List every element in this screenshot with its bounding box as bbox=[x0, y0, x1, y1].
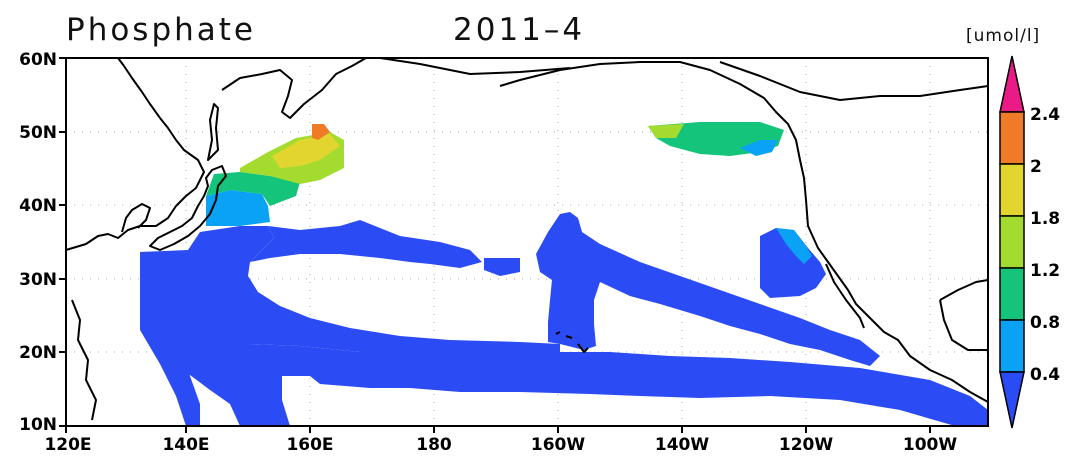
x-tick-label: 120W bbox=[779, 435, 833, 455]
map-date: 2011–4 bbox=[453, 12, 586, 48]
data-region-islands-block bbox=[484, 258, 520, 276]
colorbar-segment bbox=[999, 215, 1025, 269]
phosphate-field bbox=[140, 122, 988, 426]
data-region-mid-band bbox=[250, 220, 482, 268]
map-frame bbox=[65, 57, 989, 427]
y-tick-label: 50N bbox=[19, 123, 57, 143]
y-tick-label: 20N bbox=[19, 343, 57, 363]
colorbar-label: 0.8 bbox=[1030, 313, 1060, 333]
data-region-west bbox=[140, 226, 560, 426]
data-region-south-band bbox=[180, 344, 988, 426]
y-tick-label: 40N bbox=[19, 196, 57, 216]
data-region-kuril-yellow bbox=[272, 134, 340, 168]
y-axis: 10N 20N 30N 40N 50N 60N bbox=[19, 50, 66, 435]
colorbar-segment bbox=[999, 111, 1025, 165]
x-tick-label: 100W bbox=[903, 435, 957, 455]
data-region-alaska-blue bbox=[740, 140, 778, 156]
map-title: Phosphate bbox=[66, 12, 257, 48]
x-tick-label: 140E bbox=[162, 435, 209, 455]
y-tick-label: 60N bbox=[19, 50, 57, 70]
x-tick-label: 120E bbox=[44, 435, 91, 455]
colorbar-segment bbox=[999, 55, 1025, 113]
x-axis: 120E 140E 160E 180 160W 140W 120W 100W bbox=[44, 426, 957, 455]
data-region-alaska-yellowgreen bbox=[648, 124, 684, 138]
map-plot bbox=[65, 57, 989, 427]
data-region-kuril-orange bbox=[312, 124, 330, 140]
y-tick-label: 10N bbox=[19, 415, 57, 435]
colorbar-segment bbox=[999, 319, 1025, 373]
data-region-kuril-green bbox=[206, 172, 300, 206]
data-region-central bbox=[536, 212, 880, 366]
coastlines bbox=[65, 57, 989, 421]
x-tick-label: 180 bbox=[416, 435, 452, 455]
colorbar-label: 0.4 bbox=[1030, 365, 1060, 385]
data-region-kuril-blue bbox=[206, 190, 270, 226]
x-tick-label: 160W bbox=[531, 435, 585, 455]
data-region-california-mid bbox=[776, 228, 812, 264]
data-region-california bbox=[760, 228, 826, 298]
colorbar-segment bbox=[999, 371, 1025, 429]
x-tick-label: 160E bbox=[286, 435, 333, 455]
x-tick-label: 140W bbox=[655, 435, 709, 455]
colorbar-segment bbox=[999, 267, 1025, 321]
colorbar-label: 1.8 bbox=[1030, 209, 1060, 229]
colorbar-label: 2.4 bbox=[1030, 105, 1060, 125]
colorbar-label: 2 bbox=[1030, 157, 1042, 177]
colorbar: 0.4 0.8 1.2 1.8 2 2.4 bbox=[999, 55, 1060, 429]
y-tick-label: 30N bbox=[19, 270, 57, 290]
colorbar-segment bbox=[999, 163, 1025, 217]
colorbar-units: [umol/l] bbox=[966, 26, 1041, 46]
colorbar-label: 1.2 bbox=[1030, 261, 1060, 281]
